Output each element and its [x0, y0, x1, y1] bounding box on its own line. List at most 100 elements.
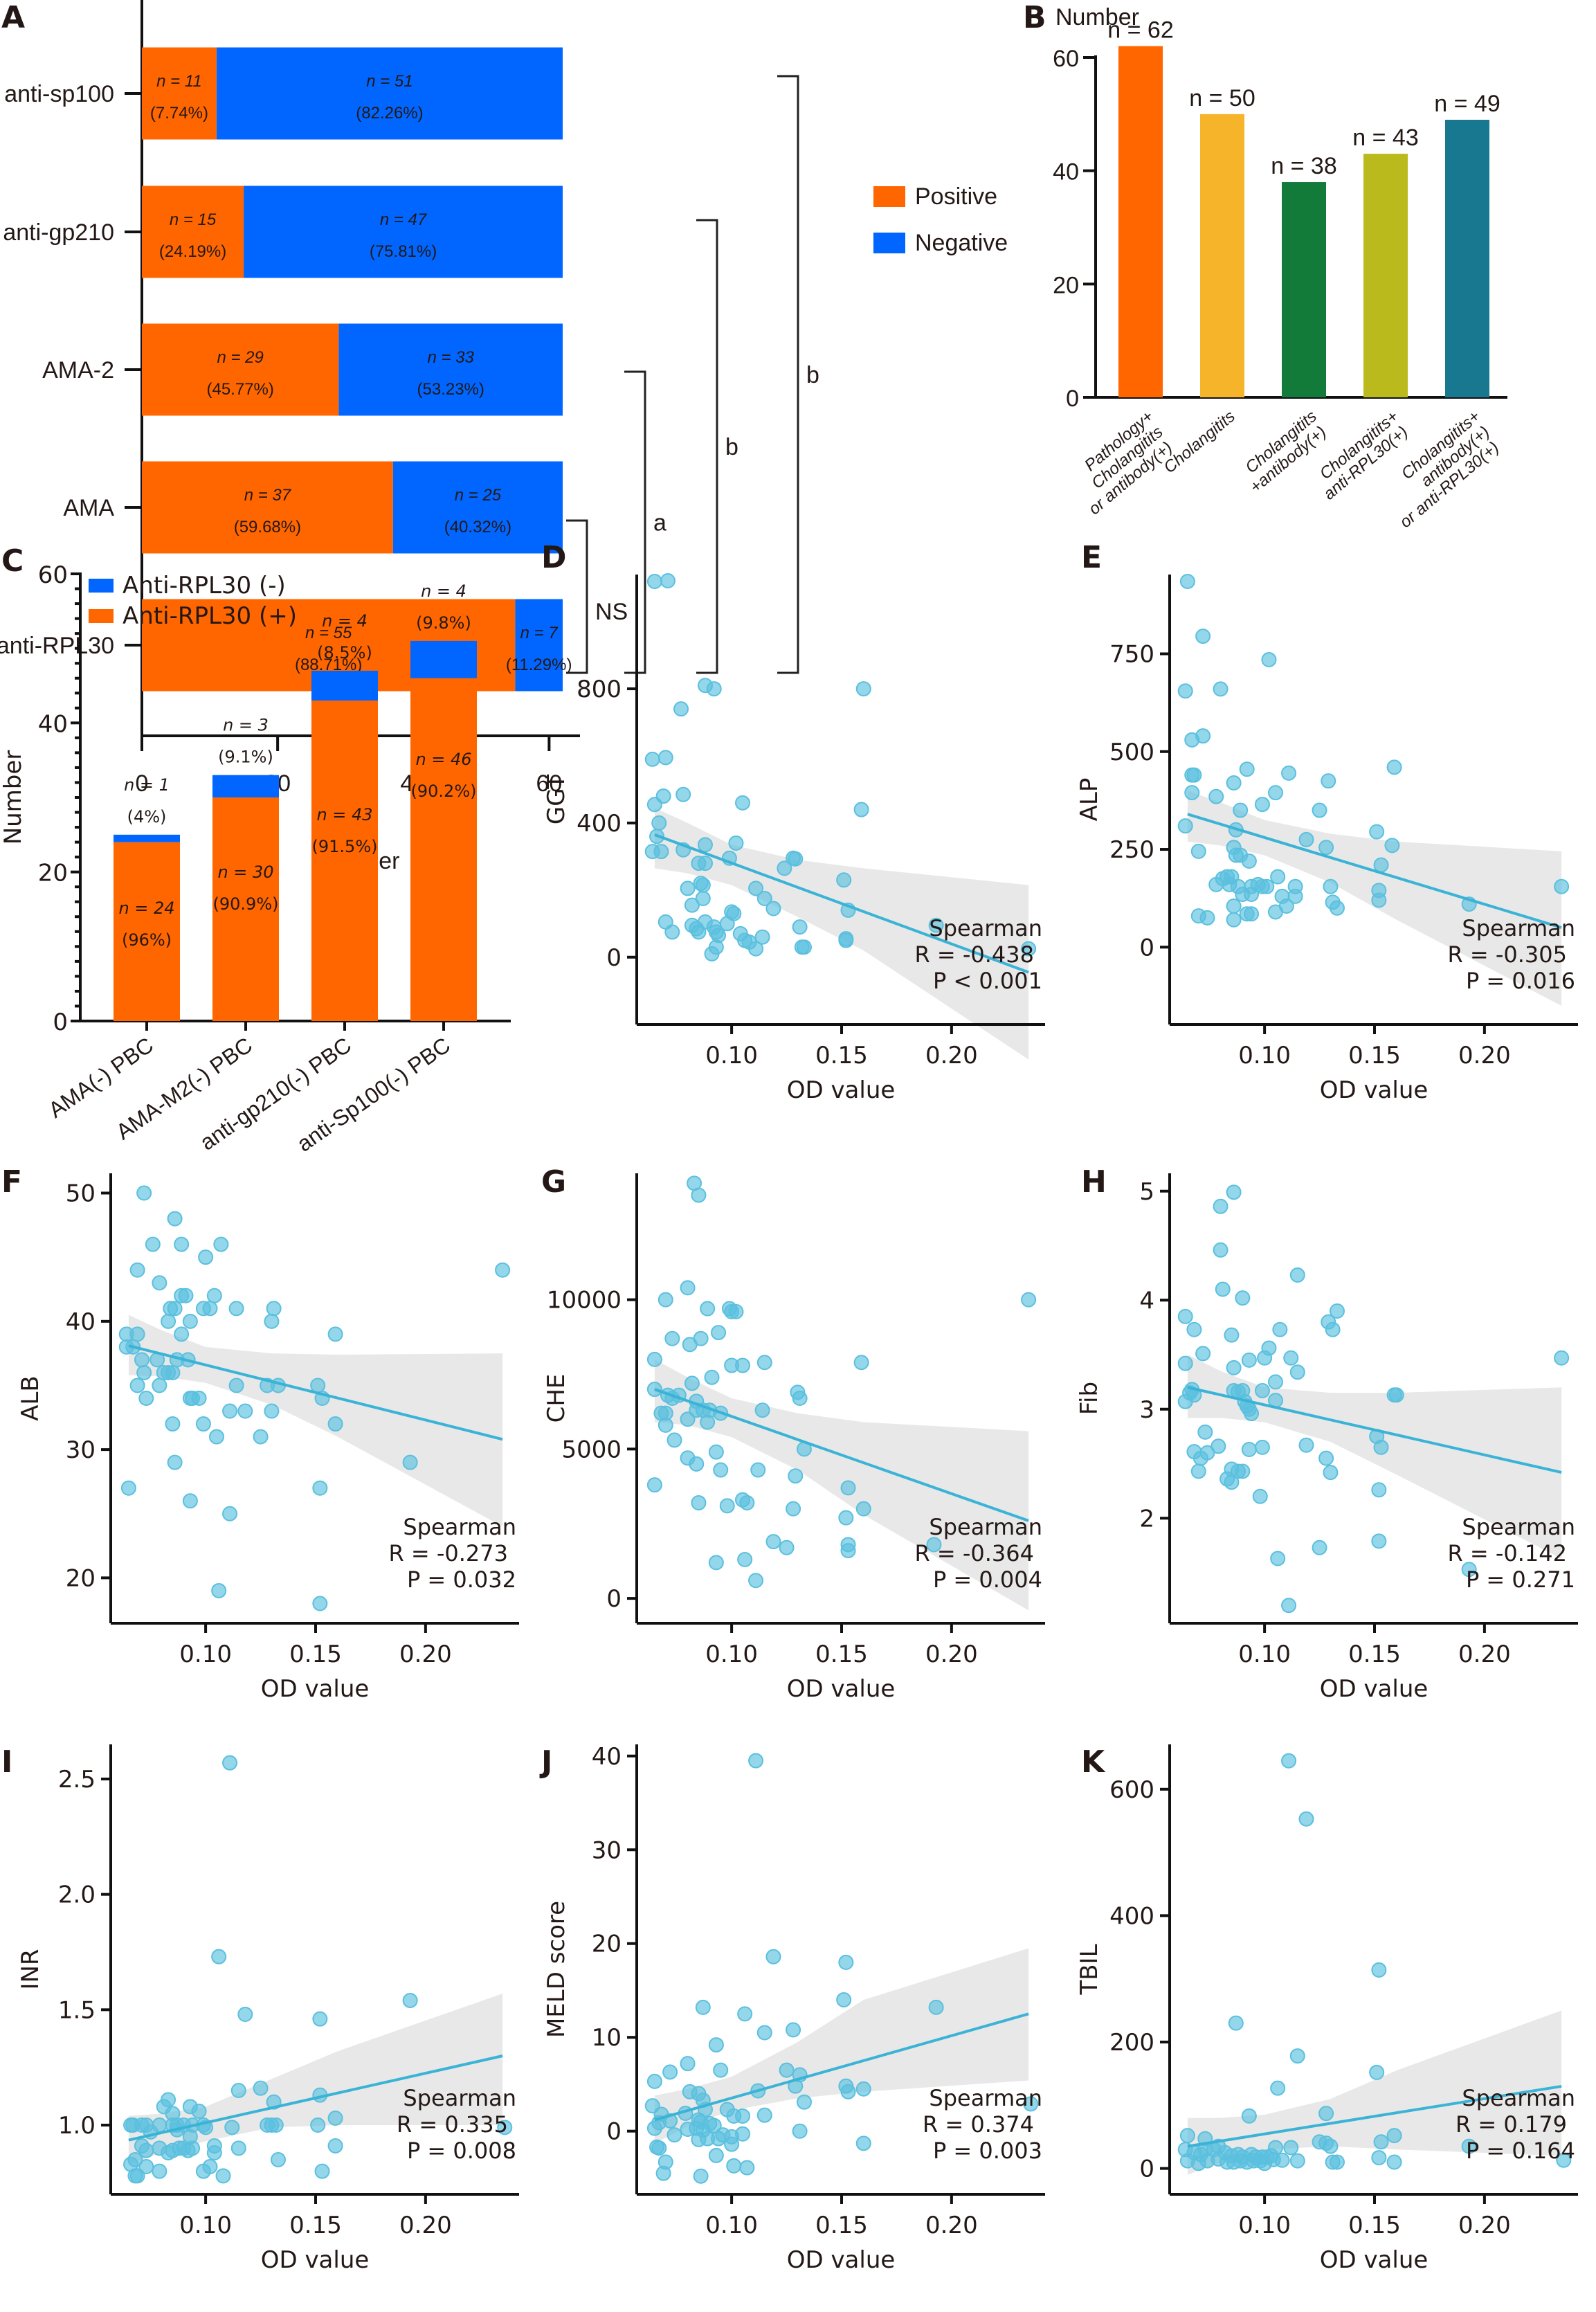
- data-point: [680, 1411, 696, 1427]
- data-point: [658, 1417, 673, 1433]
- data-point: [1254, 1382, 1270, 1398]
- stat-p: P = 0.008: [407, 2138, 516, 2164]
- data-point: [270, 2152, 286, 2167]
- x-tick-label: 0.15: [289, 1641, 342, 1668]
- panel-label: B: [1023, 0, 1046, 35]
- data-point: [152, 1378, 167, 1393]
- x-axis-title: OD value: [261, 1675, 370, 1703]
- data-point: [695, 877, 711, 893]
- panel-label: F: [1, 1164, 22, 1200]
- data-point: [161, 1313, 176, 1329]
- data-point: [756, 2107, 772, 2123]
- data-point: [495, 1262, 511, 1278]
- data-point: [1281, 1598, 1297, 1614]
- y-tick-label: 10: [592, 2024, 622, 2052]
- data-point: [1177, 818, 1193, 834]
- data-point: [728, 1303, 744, 1319]
- data-point: [1213, 1198, 1228, 1214]
- data-point: [1461, 1562, 1477, 1578]
- data-point: [786, 1501, 801, 1517]
- bar-anti-rpl30-negative: [212, 775, 279, 797]
- data-point: [704, 1369, 720, 1385]
- data-point: [666, 2127, 682, 2143]
- data-point: [756, 890, 772, 906]
- data-point: [838, 932, 854, 948]
- data-point: [1287, 888, 1303, 904]
- data-point: [1226, 912, 1242, 928]
- confidence-band: [128, 1315, 503, 1527]
- data-point: [754, 929, 770, 945]
- data-point: [838, 1510, 854, 1526]
- data-point: [1244, 906, 1260, 922]
- y-tick-label: 4: [1139, 1287, 1154, 1315]
- data-point: [152, 1275, 167, 1291]
- x-tick-label: 0.15: [815, 2212, 868, 2239]
- y-tick-label: 0: [53, 1009, 68, 1036]
- data-point: [1177, 683, 1193, 699]
- data-point: [1323, 2138, 1339, 2154]
- x-axis-title: OD value: [787, 2246, 896, 2274]
- data-point: [1254, 1439, 1270, 1455]
- data-point: [1241, 1352, 1257, 1368]
- y-axis-title: MELD score: [543, 1901, 570, 2038]
- bar-positive: [142, 323, 339, 416]
- data-point: [840, 1480, 856, 1496]
- bar-anti-rpl30-positive: [311, 701, 378, 1021]
- data-point: [737, 1552, 753, 1568]
- data-point: [735, 2126, 750, 2142]
- data-point: [680, 880, 696, 896]
- data-point: [222, 1403, 238, 1419]
- data-point: [779, 1539, 795, 1555]
- data-point: [136, 1364, 152, 1380]
- data-point: [152, 2163, 167, 2179]
- data-point: [312, 1480, 328, 1496]
- data-point: [926, 1537, 942, 1553]
- data-point: [1241, 1442, 1257, 1458]
- data-point: [312, 1596, 328, 1611]
- data-point: [228, 1378, 244, 1393]
- bar-anti-rpl30-negative: [114, 834, 180, 842]
- data-point: [1261, 652, 1277, 668]
- data-point: [1371, 1482, 1387, 1498]
- data-point: [497, 2120, 513, 2135]
- data-point: [684, 1375, 700, 1391]
- data-point: [708, 1555, 724, 1571]
- data-point: [1329, 1303, 1345, 1319]
- data-point: [675, 786, 691, 802]
- x-tick-label: 0.20: [399, 2212, 452, 2239]
- data-point: [1226, 1360, 1242, 1375]
- data-point: [312, 2011, 328, 2027]
- x-tick-label: Cholangitits+antibody(+): [1235, 407, 1332, 497]
- x-tick-label: 0.10: [1238, 1042, 1291, 1069]
- data-point: [1244, 1406, 1260, 1422]
- data-label: n = 62: [1107, 17, 1173, 44]
- legend-swatch-positive: [89, 609, 114, 623]
- stat-r: R = 0.179: [1456, 2111, 1567, 2138]
- data-point: [1281, 1753, 1297, 1769]
- data-point: [1369, 824, 1385, 840]
- y-tick-label: 0: [606, 1585, 622, 1613]
- data-point: [1199, 910, 1215, 925]
- regression-line: [654, 833, 1029, 974]
- bar-negative: [392, 461, 563, 554]
- regression-line: [128, 1344, 503, 1441]
- data-label-pct: (45.77%): [206, 380, 273, 399]
- data-point: [1321, 773, 1336, 789]
- x-tick-label: 0.15: [1348, 1641, 1401, 1668]
- x-tick-label: 0.10: [179, 2212, 232, 2239]
- data-point: [327, 1416, 343, 1432]
- y-axis-title: CHE: [543, 1374, 570, 1423]
- data-point: [719, 916, 735, 932]
- data-point: [1388, 1387, 1404, 1403]
- panel-j: J 0 10 20 30 40 0.10 0.15 0.20 OD value MELD score…: [539, 1743, 1045, 2274]
- data-point: [1226, 1184, 1242, 1200]
- data-point: [1179, 574, 1195, 589]
- category-label: anti-sp100: [4, 81, 114, 107]
- data-point: [697, 837, 713, 853]
- data-point: [1224, 1474, 1240, 1490]
- data-point: [695, 1999, 711, 2015]
- data-point: [174, 1236, 190, 1252]
- data-label: n = 49: [1434, 91, 1500, 117]
- data-point: [215, 2168, 231, 2184]
